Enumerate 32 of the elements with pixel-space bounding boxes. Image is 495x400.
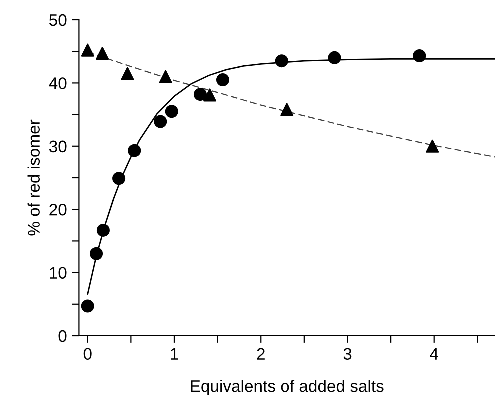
point: [165, 105, 178, 118]
point: [121, 67, 134, 80]
x-tick-label: 0: [84, 348, 92, 360]
y-tick-label: 10: [50, 267, 67, 280]
point: [81, 44, 94, 57]
point: [413, 50, 426, 63]
point: [96, 46, 110, 60]
y-tick-label: 30: [49, 140, 67, 153]
point: [426, 140, 440, 153]
y-tick-label: 40: [49, 78, 67, 90]
point: [159, 70, 172, 84]
point: [96, 224, 110, 237]
point: [81, 300, 94, 313]
y-tick-label: 50: [50, 14, 67, 26]
point: [154, 115, 168, 128]
x-tick-label: 1: [171, 348, 178, 360]
x-tick-label: 3: [344, 348, 352, 360]
point: [204, 88, 217, 102]
point: [328, 51, 342, 64]
y-tick-label: 20: [50, 204, 67, 216]
point: [112, 172, 126, 186]
y-tick-label: 0: [58, 330, 67, 342]
x-axis-title: Equivalents of added salts: [191, 380, 384, 396]
x-tick-label: 4: [430, 348, 439, 360]
point: [194, 88, 207, 102]
point: [275, 54, 288, 68]
x-tick-label: 2: [257, 348, 265, 360]
point: [216, 74, 230, 87]
point: [128, 144, 142, 158]
point: [90, 247, 104, 260]
y-axis-title: % of red isomer: [28, 120, 40, 236]
point: [280, 103, 294, 116]
